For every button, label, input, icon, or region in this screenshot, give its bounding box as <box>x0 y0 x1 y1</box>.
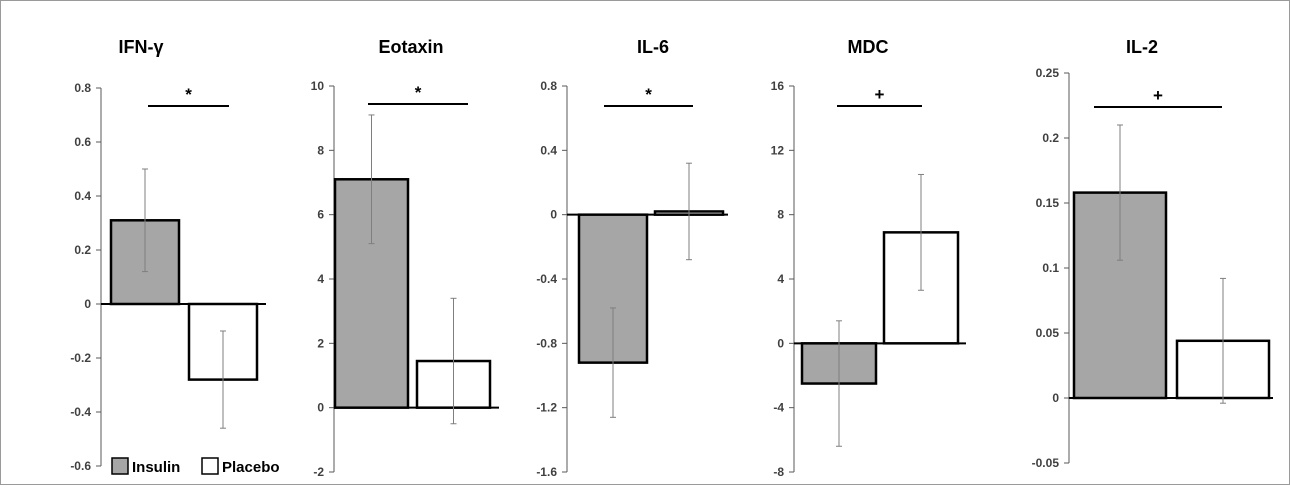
y-tick-label: -0.2 <box>70 351 91 365</box>
legend-label-placebo: Placebo <box>222 459 280 476</box>
y-tick-label: 8 <box>777 208 784 222</box>
significance-marker: + <box>1153 86 1163 105</box>
y-tick-label: 0.15 <box>1036 196 1060 210</box>
y-tick-label: 2 <box>317 336 324 350</box>
y-tick-label: 0.25 <box>1036 66 1060 80</box>
chart-title: IL-2 <box>1126 37 1158 57</box>
significance-marker: + <box>875 85 885 104</box>
y-tick-label: 10 <box>311 79 325 93</box>
y-tick-label: 4 <box>777 272 784 286</box>
y-tick-label: 0 <box>777 336 784 350</box>
chart-title: IL-6 <box>637 37 669 57</box>
chart-title: IFN-γ <box>119 37 164 57</box>
y-tick-label: 0.8 <box>74 81 91 95</box>
y-tick-label: 0.2 <box>1042 131 1059 145</box>
y-tick-label: 0 <box>317 401 324 415</box>
y-tick-label: -0.05 <box>1032 456 1060 470</box>
y-tick-label: -1.2 <box>536 401 557 415</box>
bar-insulin <box>333 178 410 409</box>
significance-marker: * <box>185 85 192 104</box>
y-tick-label: -1.6 <box>536 465 557 479</box>
y-tick-label: 16 <box>771 79 785 93</box>
y-tick-label: 0.4 <box>540 143 557 157</box>
y-tick-label: -0.4 <box>70 405 91 419</box>
chart-title: MDC <box>848 37 889 57</box>
y-tick-label: 0 <box>550 208 557 222</box>
y-tick-label: 0.2 <box>74 243 91 257</box>
y-tick-label: 0.6 <box>74 135 91 149</box>
y-tick-label: -0.6 <box>70 459 91 473</box>
y-tick-label: 0.4 <box>74 189 91 203</box>
y-tick-label: 4 <box>317 272 324 286</box>
y-tick-label: -8 <box>773 465 784 479</box>
legend-swatch-placebo <box>201 457 219 475</box>
significance-marker: * <box>645 85 652 104</box>
legend-label-insulin: Insulin <box>132 459 180 476</box>
y-tick-label: 6 <box>317 208 324 222</box>
y-tick-label: -0.8 <box>536 336 557 350</box>
significance-marker: * <box>415 83 422 102</box>
y-tick-label: 8 <box>317 143 324 157</box>
y-tick-label: 0 <box>1052 391 1059 405</box>
y-tick-label: 0.05 <box>1036 326 1060 340</box>
y-tick-label: -0.4 <box>536 272 557 286</box>
y-tick-label: 0.1 <box>1042 261 1059 275</box>
legend-swatch-insulin <box>111 457 129 475</box>
chart-title: Eotaxin <box>378 37 443 57</box>
y-tick-label: 0.8 <box>540 79 557 93</box>
y-tick-label: -4 <box>773 401 784 415</box>
y-tick-label: 12 <box>771 143 785 157</box>
y-tick-label: 0 <box>84 297 91 311</box>
y-tick-label: -2 <box>313 465 324 479</box>
